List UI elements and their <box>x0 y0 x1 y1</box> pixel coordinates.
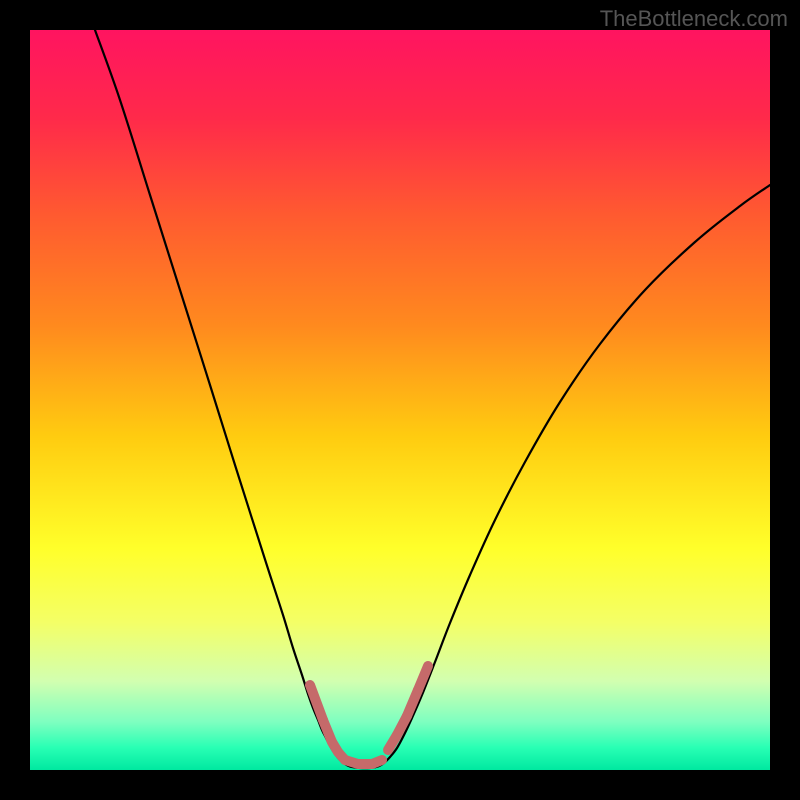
watermark-text: TheBottleneck.com <box>600 6 788 32</box>
marker-segment <box>372 760 382 764</box>
chart-frame: TheBottleneck.com <box>0 0 800 800</box>
gradient-background <box>30 30 770 770</box>
bottleneck-curve-chart <box>30 30 770 770</box>
plot-area <box>30 30 770 770</box>
